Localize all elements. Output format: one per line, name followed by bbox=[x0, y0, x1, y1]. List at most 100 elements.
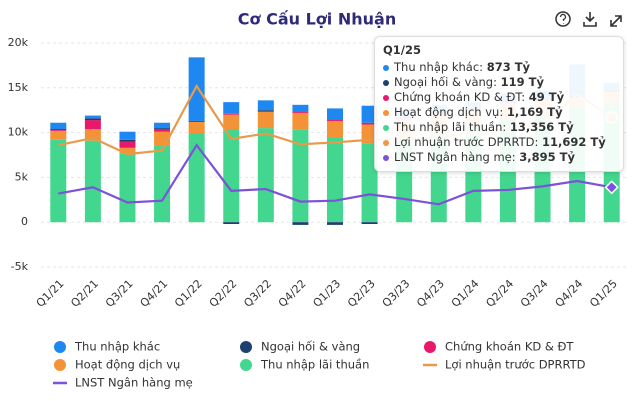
tooltip-value: 119 Tỷ bbox=[500, 75, 544, 89]
bar-segment bbox=[327, 120, 343, 138]
legend-item[interactable]: Thu nhập lãi thuần bbox=[240, 358, 369, 372]
legend-label: Chứng khoán KD & ĐT bbox=[445, 340, 574, 354]
tooltip-title: Q1/25 bbox=[383, 43, 421, 57]
bar-segment bbox=[50, 139, 67, 223]
legend-item[interactable]: Chứng khoán KD & ĐT bbox=[424, 340, 574, 354]
x-tick-label: Q1/23 bbox=[310, 277, 343, 310]
bar-segment bbox=[292, 112, 309, 130]
bar-segment bbox=[327, 119, 343, 121]
download-icon[interactable] bbox=[583, 12, 597, 27]
y-tick-label: -5k bbox=[11, 260, 29, 273]
tooltip-dot bbox=[383, 94, 389, 101]
tooltip-dot bbox=[383, 124, 389, 131]
x-tick-label: Q4/21 bbox=[138, 277, 171, 310]
legend-swatch bbox=[54, 341, 66, 353]
tooltip-dot bbox=[383, 109, 389, 116]
help-glyph bbox=[559, 13, 567, 24]
tooltip-dot bbox=[383, 64, 389, 71]
tooltip-value: 49 Tỷ bbox=[528, 90, 565, 104]
bar-segment bbox=[119, 131, 136, 140]
tooltip-value: 11,692 Tỷ bbox=[542, 135, 606, 149]
bar-segment bbox=[292, 111, 309, 113]
x-tick-label: Q1/22 bbox=[172, 277, 205, 310]
bar-segment bbox=[154, 128, 171, 130]
toolbar[interactable] bbox=[555, 11, 622, 27]
tooltip-name: Ngoại hối & vàng bbox=[394, 75, 501, 89]
legend-item[interactable]: Hoạt động dịch vụ bbox=[54, 358, 180, 372]
bar-segment bbox=[223, 129, 240, 223]
help-icon[interactable] bbox=[555, 11, 571, 27]
bar-segment bbox=[119, 153, 136, 223]
bar-segment bbox=[361, 124, 378, 144]
bar-segment bbox=[327, 108, 343, 120]
tooltip-dot bbox=[383, 79, 389, 86]
tooltip-value: 3,895 Tỷ bbox=[519, 150, 576, 164]
tooltip-row: Lợi nhuận trước DPRRTD11,692 Tỷ bbox=[383, 135, 615, 150]
x-tick-label: Q3/23 bbox=[380, 277, 413, 310]
bar-segment bbox=[361, 143, 378, 223]
x-tick-label: Q3/22 bbox=[241, 277, 274, 310]
bar-segment bbox=[50, 129, 67, 131]
bar-segment bbox=[257, 100, 274, 111]
bar-segment bbox=[223, 113, 240, 115]
bar-segment bbox=[119, 139, 136, 142]
legend-swatch bbox=[424, 341, 436, 353]
legend-swatch bbox=[240, 359, 252, 371]
y-tick-label: 0 bbox=[21, 215, 28, 228]
legend-swatch bbox=[240, 341, 252, 353]
x-tick-label: Q4/24 bbox=[553, 277, 586, 310]
tooltip-dot bbox=[383, 139, 389, 146]
bar-segment bbox=[188, 57, 205, 121]
bar-segment bbox=[119, 147, 136, 154]
legend-item[interactable]: Ngoại hối & vàng bbox=[240, 340, 360, 354]
tooltip-row: Thu nhập khác873 Tỷ bbox=[383, 60, 615, 75]
legend-item[interactable]: Thu nhập khác bbox=[54, 340, 160, 354]
bar-segment bbox=[50, 129, 67, 130]
legend-label: Lợi nhuận trước DPRRTD bbox=[445, 358, 586, 372]
bar-segment bbox=[223, 114, 240, 130]
tooltip-row: Hoạt động dịch vụ1,169 Tỷ bbox=[383, 105, 615, 120]
tooltip-value: 1,169 Tỷ bbox=[506, 105, 563, 119]
line-point bbox=[604, 180, 619, 195]
legend-swatch bbox=[54, 359, 66, 371]
x-tick-label: Q1/24 bbox=[449, 277, 482, 310]
bar-segment bbox=[154, 146, 171, 223]
tooltip-value: 873 Tỷ bbox=[486, 60, 531, 74]
bar-segment bbox=[188, 121, 205, 134]
bar-segment bbox=[223, 222, 240, 224]
x-tick-label: Q1/21 bbox=[34, 277, 67, 310]
bar-segment bbox=[84, 115, 101, 119]
line-series bbox=[58, 143, 612, 206]
bar-segment bbox=[327, 137, 343, 223]
tooltip-name: LNST Ngân hàng mẹ bbox=[394, 150, 519, 164]
bar-segment bbox=[84, 118, 101, 121]
bar-segment bbox=[50, 122, 67, 130]
expand-icon[interactable] bbox=[610, 15, 622, 27]
tooltip-name: Chứng khoán KD & ĐT bbox=[394, 90, 529, 104]
bar-segment bbox=[154, 122, 171, 129]
bar-segment bbox=[188, 133, 205, 223]
bar-segment bbox=[292, 222, 309, 225]
tooltip-name: Thu nhập lãi thuần bbox=[394, 120, 510, 134]
bar-segment bbox=[84, 120, 101, 130]
bar-segment bbox=[257, 128, 274, 223]
legend-label: LNST Ngân hàng mẹ bbox=[75, 376, 193, 390]
x-tick-label: Q4/23 bbox=[414, 277, 447, 310]
legend-item[interactable]: Lợi nhuận trước DPRRTD bbox=[423, 358, 586, 372]
legend-item[interactable]: LNST Ngân hàng mẹ bbox=[53, 376, 193, 390]
x-tick-label: Q2/21 bbox=[68, 277, 101, 310]
tooltip-dot bbox=[383, 154, 389, 161]
x-tick-label: Q1/25 bbox=[587, 277, 620, 310]
tooltip-value: 13,356 Tỷ bbox=[509, 120, 574, 134]
bar-segment bbox=[257, 111, 274, 112]
x-tick-label: Q2/22 bbox=[207, 277, 240, 310]
y-tick-label: 10k bbox=[8, 126, 29, 139]
tooltip-name: Thu nhập khác bbox=[394, 60, 487, 74]
legend-label: Thu nhập khác bbox=[74, 340, 160, 354]
tooltip-row: Chứng khoán KD & ĐT49 Tỷ bbox=[383, 90, 615, 105]
tooltip-name: Lợi nhuận trước DPRRTD bbox=[394, 135, 542, 149]
bar-segment bbox=[223, 102, 240, 114]
bar-segment bbox=[361, 222, 378, 224]
